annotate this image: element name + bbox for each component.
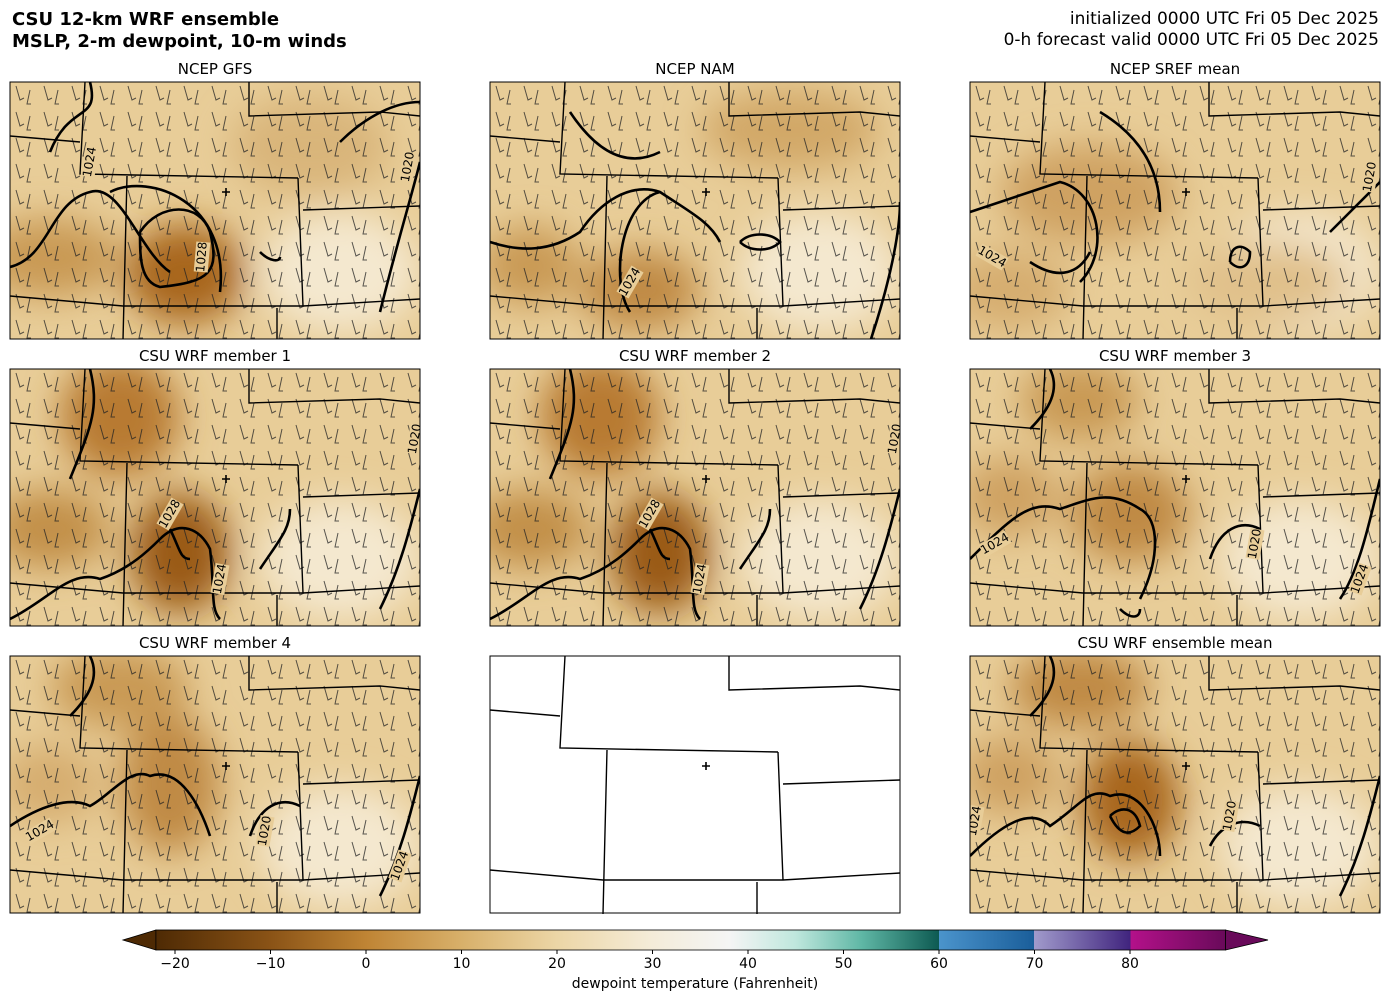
panel-frame <box>969 655 1381 914</box>
panel-frame <box>9 81 421 340</box>
panel-title: NCEP SREF mean <box>1110 60 1240 78</box>
panel-title: NCEP GFS <box>178 60 253 78</box>
label-bg <box>388 849 412 883</box>
init-time: initialized 0000 UTC Fri 05 Dec 2025 <box>1070 9 1379 29</box>
isobars <box>10 82 420 313</box>
label-bg <box>23 817 57 845</box>
map-panel: NCEP GFS 1024 1028 1020 <box>9 60 421 340</box>
colorbar-tick-label: 20 <box>548 956 566 972</box>
panel-title: CSU WRF member 1 <box>139 347 291 365</box>
colorbar-tick-label: 10 <box>453 956 471 972</box>
colorbar-extend-low <box>121 929 157 951</box>
label-bg <box>398 151 418 183</box>
colorbar-scale <box>155 929 1226 951</box>
label-bg <box>80 146 100 178</box>
colorbar-tick-label: 40 <box>739 956 757 972</box>
colorbar-tick-label: −10 <box>256 956 286 972</box>
colorbar-tick-label: −20 <box>160 956 190 972</box>
colorbar-tick-label: 30 <box>644 956 662 972</box>
colorbar-extend-high <box>1225 929 1269 951</box>
wind-barbs <box>10 656 420 913</box>
contour-label: 1020 <box>255 815 274 848</box>
isobars <box>970 110 1380 283</box>
isobars <box>10 369 420 621</box>
label-bg <box>616 265 644 299</box>
wind-barbs <box>10 82 420 339</box>
label-bg <box>690 563 710 595</box>
panel-frame <box>969 368 1381 627</box>
contour-label: 1020 <box>1220 800 1239 833</box>
wind-barbs <box>970 656 1380 913</box>
label-bg <box>1245 528 1265 560</box>
label-bg <box>1348 562 1372 596</box>
colorbar: −20 −10 0 10 20 30 40 50 60 70 80 dewpoint temperat… <box>121 929 1269 992</box>
panel-frame <box>9 655 421 914</box>
panel-title: CSU WRF member 4 <box>139 634 291 652</box>
label-bg <box>978 530 1012 558</box>
map-content: 1024 1028 1020 <box>10 82 420 339</box>
map-content: 1024 <box>490 82 900 339</box>
label-bg <box>636 497 664 531</box>
panel-title: CSU WRF member 2 <box>619 347 771 365</box>
contour-label: 1020 <box>885 423 904 456</box>
wind-barbs <box>970 369 1380 626</box>
colorbar-tick-label: 60 <box>930 956 948 972</box>
colorbar-tick-label: 80 <box>1121 956 1139 972</box>
colorbar-label: dewpoint temperature (Fahrenheit) <box>572 976 819 992</box>
contour-label: 1020 <box>405 423 424 456</box>
colorbar-tick-label: 70 <box>1026 956 1044 972</box>
contour-label: 1020 <box>1245 528 1264 561</box>
label-bg <box>975 243 1009 271</box>
panel-frame <box>489 368 901 627</box>
contour-label: 1020 <box>398 151 417 184</box>
isobars <box>10 656 420 897</box>
wind-barbs <box>970 82 1380 339</box>
colorbar-tick-label: 0 <box>362 956 371 972</box>
contour-label: 1024 <box>210 563 229 596</box>
contour-label: 1020 <box>1360 161 1379 194</box>
contour-label: 1024 <box>80 146 99 179</box>
wind-barbs <box>490 82 900 339</box>
isobars <box>970 369 1380 618</box>
isobars <box>490 111 900 339</box>
label-bg <box>255 815 275 847</box>
isobars <box>490 369 900 621</box>
valid-time: 0-h forecast valid 0000 UTC Fri 05 Dec 2… <box>1004 30 1379 50</box>
map-panel: NCEP NAM 1024 <box>489 60 901 340</box>
colorbar-tick-label: 50 <box>835 956 853 972</box>
contour-label: 1028 <box>193 241 210 273</box>
label-bg <box>210 563 230 595</box>
label-bg <box>1360 161 1380 193</box>
blank-map <box>489 655 901 915</box>
label-bg <box>1220 800 1240 832</box>
panel-frame <box>9 368 421 627</box>
label-bg <box>156 497 184 531</box>
panel-title: NCEP NAM <box>655 60 734 78</box>
panel-frame <box>489 81 901 340</box>
panel-title: CSU WRF member 3 <box>1099 347 1251 365</box>
panel-title: CSU WRF ensemble mean <box>1077 634 1272 652</box>
label-bg <box>193 241 211 273</box>
contour-label: 1024 <box>690 563 709 596</box>
panel-frame <box>969 81 1381 340</box>
title: CSU 12-km WRF ensemble <box>12 9 279 30</box>
title: MSLP, 2-m dewpoint, 10-m winds <box>12 31 347 52</box>
